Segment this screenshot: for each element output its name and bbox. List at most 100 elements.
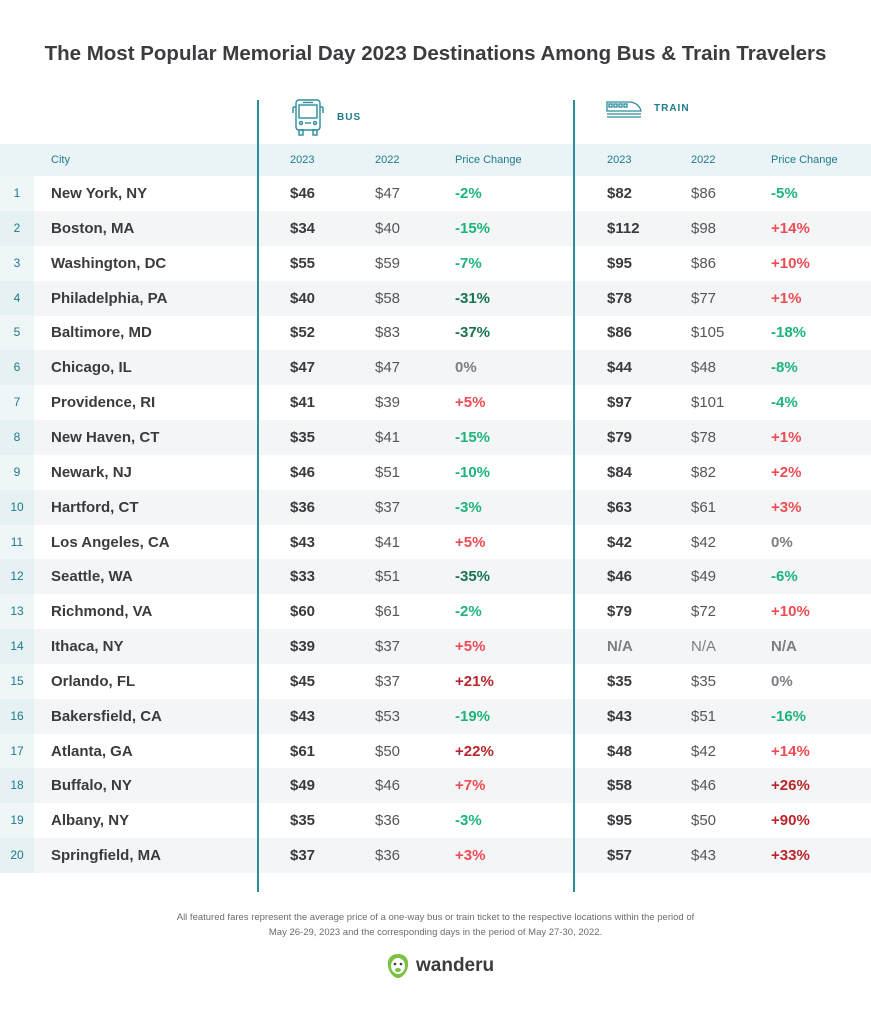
bus-2023-cell: $43 [290,533,316,551]
bus-2022-cell: $53 [375,707,401,725]
train-2023-cell: N/A [607,638,633,656]
city-cell: Los Angeles, CA [51,533,170,551]
train-change-cell: +14% [771,219,810,237]
table-row: 20 Springfield, MA $37 $36 +3% $57 $43 +33% [0,838,871,874]
bus-2023-cell: $46 [290,463,316,481]
train-2023-cell: $97 [607,394,633,412]
table-row: 5 Baltimore, MD $52 $83 -37% $86 $105 -18% [0,315,871,351]
bus-2022-cell: $47 [375,185,401,202]
train-2022-cell: $43 [691,847,717,865]
bus-divider [257,100,259,892]
train-icon [606,101,642,118]
bus-2023-cell: $41 [290,394,316,412]
train-2022-cell: $78 [691,428,717,446]
bus-2022-cell: $41 [375,533,401,551]
train-2023-cell: $63 [607,498,633,516]
bus-2023-cell: $46 [290,185,316,202]
train-label: TRAIN [654,102,690,114]
train-2023-cell: $46 [607,568,633,586]
train-2023-cell: $78 [607,289,633,307]
bus-2022-cell: $59 [375,254,401,272]
train-2023-cell: $86 [607,324,633,342]
table-row: 19 Albany, NY $35 $36 -3% $95 $50 +90% [0,803,871,839]
train-2023-cell: $57 [607,847,633,865]
monkey-logo-icon [387,954,409,978]
train-change-cell: -5% [771,185,798,202]
bus-label: BUS [337,111,362,123]
train-2022-cell: $98 [691,219,717,237]
bus-change-cell: -15% [455,219,491,237]
bus-change-cell: +5% [455,533,486,551]
bus-icon [292,99,324,136]
bus-change-cell: -10% [455,463,491,481]
city-cell: Washington, DC [51,254,167,272]
bus-2022-cell: $50 [375,742,401,760]
bus-change-cell: -3% [455,498,482,516]
city-cell: Orlando, FL [51,672,136,690]
train-2022-cell: $82 [691,463,717,481]
train-change-cell: N/A [771,638,797,656]
bus-2023-cell: $35 [290,428,316,446]
rank-cell: 4 [0,280,34,316]
table-row: 1 New York, NY $46 $47 -2% $82 $86 -5% [0,176,871,211]
train-change-cell: +10% [771,254,810,272]
rank-cell: 6 [0,350,34,386]
city-column-header: City [51,154,70,166]
city-cell: Buffalo, NY [51,777,132,795]
table-row: 17 Atlanta, GA $61 $50 +22% $48 $42 +14% [0,733,871,769]
train-2022-cell: $42 [691,742,717,760]
train-2022-cell: $51 [691,707,717,725]
bus-2022-cell: $41 [375,428,401,446]
bus-change-cell: -3% [455,812,482,830]
city-cell: Bakersfield, CA [51,707,162,725]
city-cell: Newark, NJ [51,463,132,481]
bus-change-cell: -31% [455,289,491,307]
bus-2022-cell: $37 [375,672,401,690]
bus-2022-cell: $51 [375,568,401,586]
train-2022-header: 2022 [691,154,716,166]
table-row: 10 Hartford, CT $36 $37 -3% $63 $61 +3% [0,489,871,525]
rank-cell: 16 [0,698,34,734]
wanderu-logo: wanderu [386,953,494,979]
train-2023-cell: $42 [607,533,633,551]
bus-change-cell: +5% [455,638,486,656]
bus-change-cell: -7% [455,254,482,272]
table-row: 2 Boston, MA $34 $40 -15% $112 $98 +14% [0,210,871,246]
bus-change-cell: +22% [455,742,494,760]
bus-2022-header: 2022 [375,154,400,166]
train-change-cell: +1% [771,428,802,446]
bus-change-cell: -2% [455,603,482,621]
train-2023-cell: $84 [607,463,633,481]
city-cell: New Haven, CT [51,428,160,446]
bus-2022-cell: $39 [375,394,401,412]
train-change-cell: -16% [771,707,807,725]
bus-2023-cell: $33 [290,568,316,586]
train-2022-cell: $61 [691,498,717,516]
train-2023-cell: $112 [607,219,640,237]
bus-2022-cell: $51 [375,463,401,481]
train-change-header: Price Change [771,154,838,166]
rank-cell: 18 [0,768,34,804]
rank-cell: 20 [0,838,34,874]
bus-change-cell: +7% [455,777,486,795]
city-cell: Richmond, VA [51,603,153,621]
train-2022-cell: $49 [691,568,717,586]
bus-2023-header: 2023 [290,154,315,166]
train-2023-cell: $95 [607,254,633,272]
footnote-line: All featured fares represent the average… [176,912,695,923]
train-change-cell: +14% [771,742,810,760]
table-row: 12 Seattle, WA $33 $51 -35% $46 $49 -6% [0,559,871,595]
bus-2023-cell: $39 [290,638,316,656]
train-2022-cell: N/A [691,638,717,656]
table-row: 16 Bakersfield, CA $43 $53 -19% $43 $51 -16% [0,698,871,734]
table-row: 13 Richmond, VA $60 $61 -2% $79 $72 +10% [0,594,871,630]
bus-change-cell: +3% [455,847,486,865]
bus-2022-cell: $37 [375,498,401,516]
city-cell: New York, NY [51,185,148,202]
rank-cell: 17 [0,733,34,769]
bus-2023-cell: $61 [290,742,316,760]
train-change-cell: +3% [771,498,802,516]
bus-2023-cell: $49 [290,777,316,795]
train-2022-cell: $86 [691,185,717,202]
